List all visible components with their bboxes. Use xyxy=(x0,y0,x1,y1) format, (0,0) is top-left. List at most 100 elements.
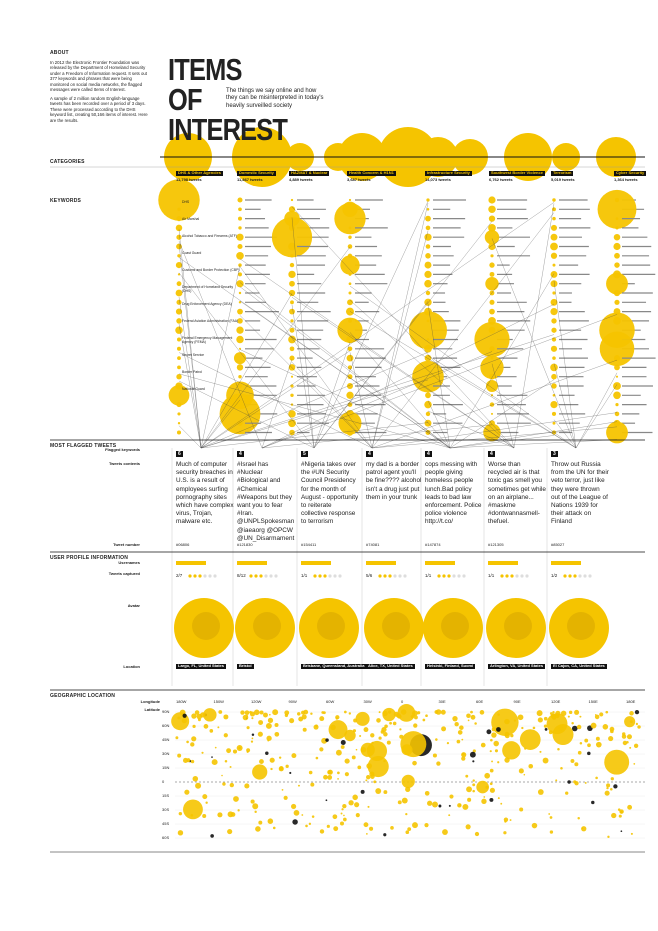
geo-dot xyxy=(446,742,450,745)
star xyxy=(323,574,327,578)
geo-dot xyxy=(413,723,418,728)
keyword-dot xyxy=(488,205,496,214)
geo-dot xyxy=(369,826,374,831)
geo-dot xyxy=(365,833,368,835)
keyword-dot xyxy=(552,291,556,295)
geo-dot xyxy=(354,802,360,808)
geo-dot xyxy=(253,709,260,716)
geo-dot xyxy=(201,751,204,754)
geo-dot xyxy=(244,783,250,789)
keyword-dot xyxy=(552,207,556,212)
connector xyxy=(427,410,515,449)
avatar-face xyxy=(253,612,281,640)
geo-dot xyxy=(497,713,500,716)
connector xyxy=(513,203,555,449)
title-line: OF xyxy=(168,82,202,117)
row-label: Flagged keywords xyxy=(105,447,140,452)
geo-dot xyxy=(461,756,466,761)
keyword-dot xyxy=(290,403,294,406)
keyword-dot xyxy=(288,335,296,344)
geo-dot xyxy=(340,739,346,745)
geo-dot xyxy=(242,714,249,721)
longitude-label: 120E xyxy=(551,699,561,704)
geo-dot xyxy=(190,742,195,747)
keyword-dot xyxy=(288,270,296,279)
username-bar xyxy=(176,561,206,565)
star xyxy=(563,574,567,578)
keyword-dot xyxy=(614,411,620,417)
latitude-label: 90N xyxy=(162,709,170,714)
geo-dot xyxy=(490,738,493,742)
keyword-dot xyxy=(606,272,628,295)
tweets-captured: 1/1 xyxy=(301,573,308,578)
keyword-dot xyxy=(346,429,354,436)
keyword-dot xyxy=(550,252,558,259)
geo-dot xyxy=(290,803,297,810)
geo-dot xyxy=(611,812,617,819)
about-heading: ABOUT xyxy=(50,50,69,56)
longitude-label: 150W xyxy=(213,699,224,704)
category-name: Cyber Security xyxy=(614,170,647,176)
geo-dot xyxy=(327,775,333,780)
keyword: Coast Guard xyxy=(182,251,202,255)
geo-dot xyxy=(440,709,446,715)
geo-dot xyxy=(521,726,524,730)
title-line: INTEREST xyxy=(168,112,288,147)
axis-label: Latitude xyxy=(144,707,160,712)
connector xyxy=(178,323,202,449)
keyword-dot xyxy=(424,279,432,288)
geo-dot xyxy=(410,715,414,719)
keyword-dot xyxy=(613,289,621,297)
geo-dot xyxy=(528,763,534,769)
geo-dot xyxy=(355,711,370,726)
geo-dot xyxy=(217,726,220,729)
connector xyxy=(178,272,315,449)
star xyxy=(264,574,268,578)
row-label: Usernames xyxy=(118,560,140,565)
geo-dot xyxy=(574,709,580,715)
geo-dot xyxy=(606,786,609,790)
tweet-number: #74081 xyxy=(366,542,380,547)
geo-dot xyxy=(267,717,274,724)
geo-dot xyxy=(467,797,472,802)
tweet-number: #06806 xyxy=(176,542,190,547)
connector xyxy=(239,286,451,449)
geo-dot xyxy=(258,820,263,825)
tweet-text: my dad is a border patrol agent you'll b… xyxy=(366,461,422,501)
geo-dot xyxy=(344,772,349,777)
category-name: Terrorism xyxy=(551,170,574,176)
geo-dot xyxy=(539,750,542,753)
geo-dot xyxy=(568,710,573,715)
keyword-dot xyxy=(236,364,244,371)
geo-dot xyxy=(524,747,527,750)
keyword: Department of Homeland Security (DHS) xyxy=(182,285,234,294)
geo-dot xyxy=(591,800,595,805)
geo-dot xyxy=(629,746,632,749)
connector xyxy=(349,332,451,449)
row-label: Location xyxy=(123,664,140,669)
keyword-dot xyxy=(614,262,620,268)
category-name: HAZMAT & Nuclear xyxy=(289,170,330,176)
keyword-dot xyxy=(289,262,295,268)
connector xyxy=(200,352,429,449)
connector xyxy=(427,355,577,449)
keyword-dot xyxy=(337,317,363,343)
geo-dot xyxy=(297,784,300,787)
keyword-dot xyxy=(424,419,432,427)
keyword-dot xyxy=(238,301,242,304)
longitude-label: 30W xyxy=(363,699,372,704)
geo-dot xyxy=(313,724,319,730)
tweets-captured: 2/7 xyxy=(176,573,183,578)
geo-dot xyxy=(504,757,510,763)
star xyxy=(274,574,278,578)
geo-dot xyxy=(321,711,325,714)
keyword: National Guard xyxy=(182,387,205,391)
star xyxy=(505,574,509,578)
geo-dot xyxy=(567,715,570,718)
connector xyxy=(200,379,429,449)
longitude-label: 30E xyxy=(438,699,446,704)
geo-dot xyxy=(390,826,394,830)
geo-dot xyxy=(192,724,196,729)
keyword-dot xyxy=(551,327,557,333)
geo-dot xyxy=(584,738,589,743)
